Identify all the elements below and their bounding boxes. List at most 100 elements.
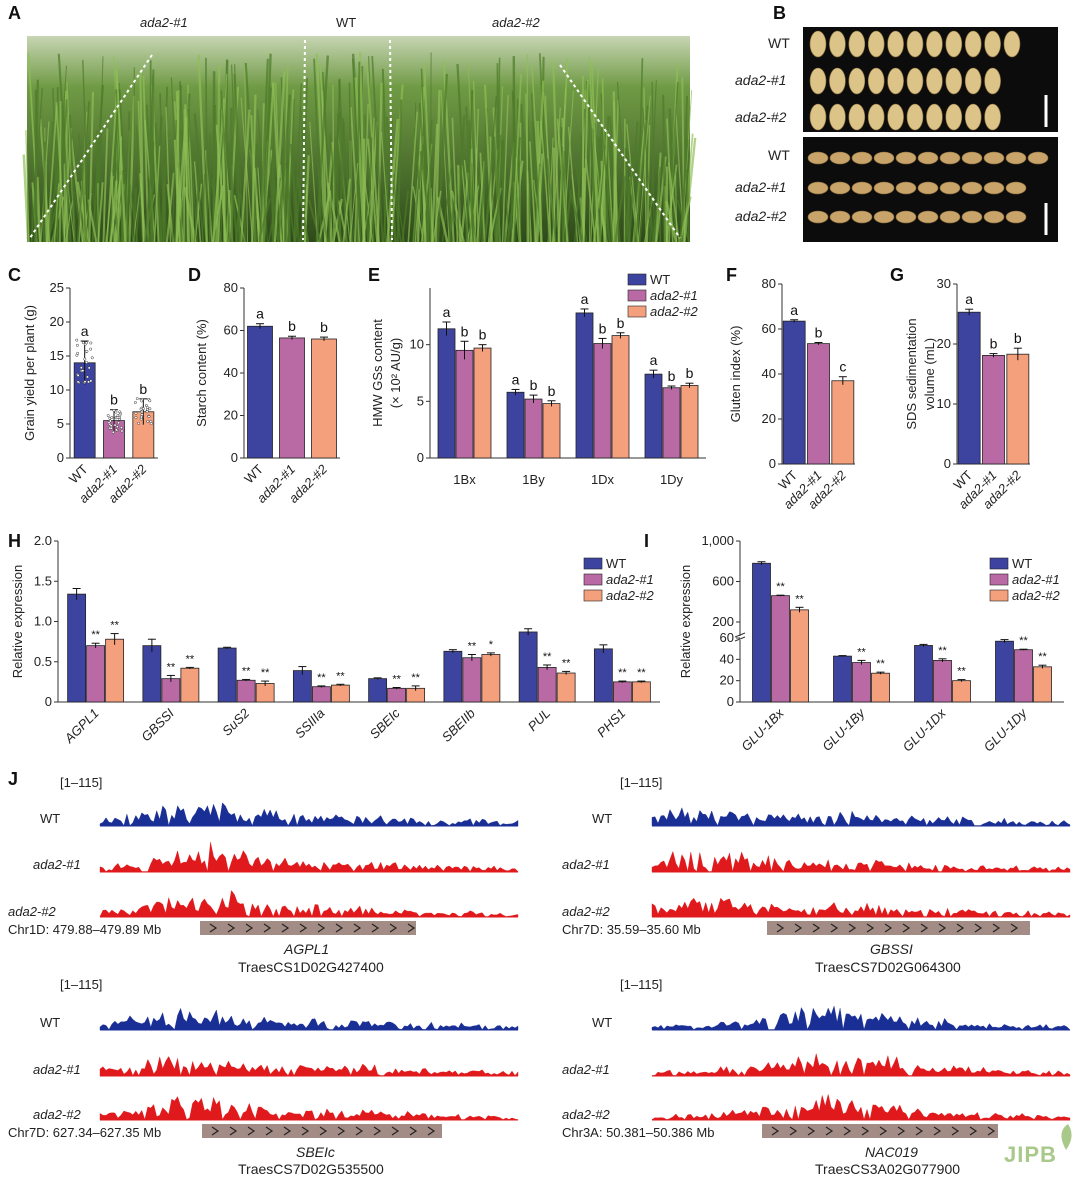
grass-blade (159, 93, 165, 243)
grass-blade (638, 95, 651, 243)
y-tick-label: 20 (937, 336, 951, 351)
grass-blade (614, 176, 626, 243)
grass-blade (233, 73, 241, 243)
grain-kernel (926, 103, 943, 131)
grass-blade (53, 183, 60, 243)
grass-blade (143, 141, 155, 243)
y-tick-label: 10 (937, 396, 951, 411)
data-point (83, 357, 87, 361)
grain-kernel (851, 181, 873, 195)
grain-kernel (1005, 151, 1027, 165)
bar (833, 655, 852, 703)
significance-label: b (288, 318, 296, 334)
grass-blade (525, 93, 530, 243)
data-point (147, 415, 151, 419)
legend-swatch (583, 557, 603, 570)
y-tick-label: 600 (712, 574, 734, 589)
data-point (75, 353, 79, 357)
strand-arrow-icon (319, 1126, 328, 1136)
axis-break (734, 636, 746, 642)
grain-kernel (848, 103, 866, 131)
grain-kernel (917, 210, 939, 224)
grass-blade (657, 153, 662, 243)
grass-blade (115, 65, 126, 243)
significance-label: ** (392, 674, 401, 686)
significance-label: ** (957, 666, 966, 678)
y-tick-label: 0 (727, 694, 734, 709)
data-point (81, 341, 85, 345)
data-point (76, 373, 80, 377)
data-point (89, 341, 93, 345)
y-axis-label: Gluten index (%) (728, 326, 743, 423)
grass-blade (478, 175, 486, 243)
y-tick-label: 0 (769, 456, 776, 471)
data-point (108, 419, 112, 423)
strand-arrow-icon (974, 923, 983, 933)
coverage-track (99, 1096, 519, 1121)
strand-arrow-icon (263, 923, 272, 933)
significance-label: ** (562, 657, 571, 669)
data-point (87, 380, 90, 384)
bar (575, 312, 594, 459)
grain-kernel (906, 30, 924, 58)
bar (1006, 353, 1030, 465)
y-tick-label: 0 (231, 450, 238, 465)
bar (662, 387, 681, 459)
grain-kernel (945, 30, 963, 58)
grass-blade (668, 108, 677, 243)
bar (311, 686, 331, 703)
x-tick-label: SuS2 (219, 705, 253, 739)
grass-blade (46, 105, 58, 243)
grass-blade (456, 115, 466, 243)
grass-blade (285, 89, 295, 243)
grass-blade (414, 189, 420, 243)
grass-blade (36, 176, 42, 243)
grass-blade (589, 89, 592, 243)
bar (631, 681, 651, 703)
bar (1033, 666, 1052, 703)
strand-arrow-icon (902, 923, 911, 933)
significance-label: ** (411, 672, 420, 684)
grass-blade (217, 73, 228, 243)
data-point (137, 421, 141, 425)
grass-blade (369, 117, 375, 243)
grain-kernel (848, 30, 866, 58)
data-point (85, 349, 89, 353)
y-axis-label: Relative expression (10, 565, 25, 678)
grass-blade (642, 107, 655, 243)
bar (790, 609, 809, 703)
data-point (141, 407, 145, 411)
y-tick-label: 0 (944, 456, 951, 471)
grass-blade (68, 114, 77, 243)
significance-label: ** (776, 581, 785, 593)
grass-blade (494, 139, 505, 243)
grass-blade (601, 127, 614, 243)
bar (611, 335, 630, 459)
grass-blade (328, 134, 343, 243)
y-axis-label: Relative expression (678, 565, 693, 678)
strand-arrow-icon (409, 1126, 418, 1136)
grass-blade (165, 106, 172, 243)
significance-label: ** (242, 665, 251, 677)
data-point (106, 414, 110, 418)
bar (593, 343, 612, 459)
legend-swatch (627, 289, 647, 302)
y-tick-label: 10 (410, 337, 424, 352)
significance-label: ** (637, 667, 646, 679)
x-tick-label: AGPL1 (61, 706, 102, 747)
coverage-track (651, 1005, 1071, 1031)
data-point (114, 428, 118, 432)
grass-blade (546, 158, 557, 243)
grain-kernel (851, 151, 873, 165)
bar (67, 593, 87, 703)
y-tick-label: 30 (937, 276, 951, 291)
strand-arrow-icon (1010, 923, 1019, 933)
x-tick-label: SBEIc (367, 705, 404, 742)
x-tick-label: 1Dx (591, 472, 615, 487)
coverage-track (651, 850, 1071, 873)
y-axis-label: Grain yield per plant (g) (22, 305, 37, 441)
data-point (112, 409, 116, 412)
bar (236, 679, 256, 703)
grass-blade (552, 60, 561, 243)
